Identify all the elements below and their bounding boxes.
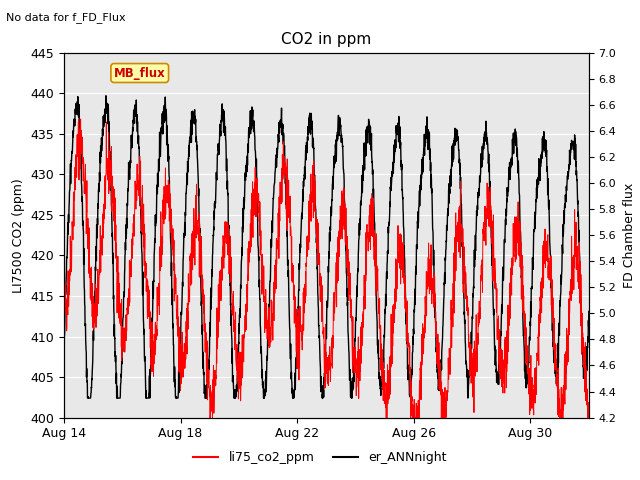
Text: No data for f_FD_Flux: No data for f_FD_Flux xyxy=(6,12,126,23)
Y-axis label: LI7500 CO2 (ppm): LI7500 CO2 (ppm) xyxy=(12,178,25,293)
Title: CO2 in ppm: CO2 in ppm xyxy=(281,33,372,48)
Legend: li75_co2_ppm, er_ANNnight: li75_co2_ppm, er_ANNnight xyxy=(188,446,452,469)
Text: MB_flux: MB_flux xyxy=(114,67,166,80)
Y-axis label: FD Chamber flux: FD Chamber flux xyxy=(623,182,636,288)
